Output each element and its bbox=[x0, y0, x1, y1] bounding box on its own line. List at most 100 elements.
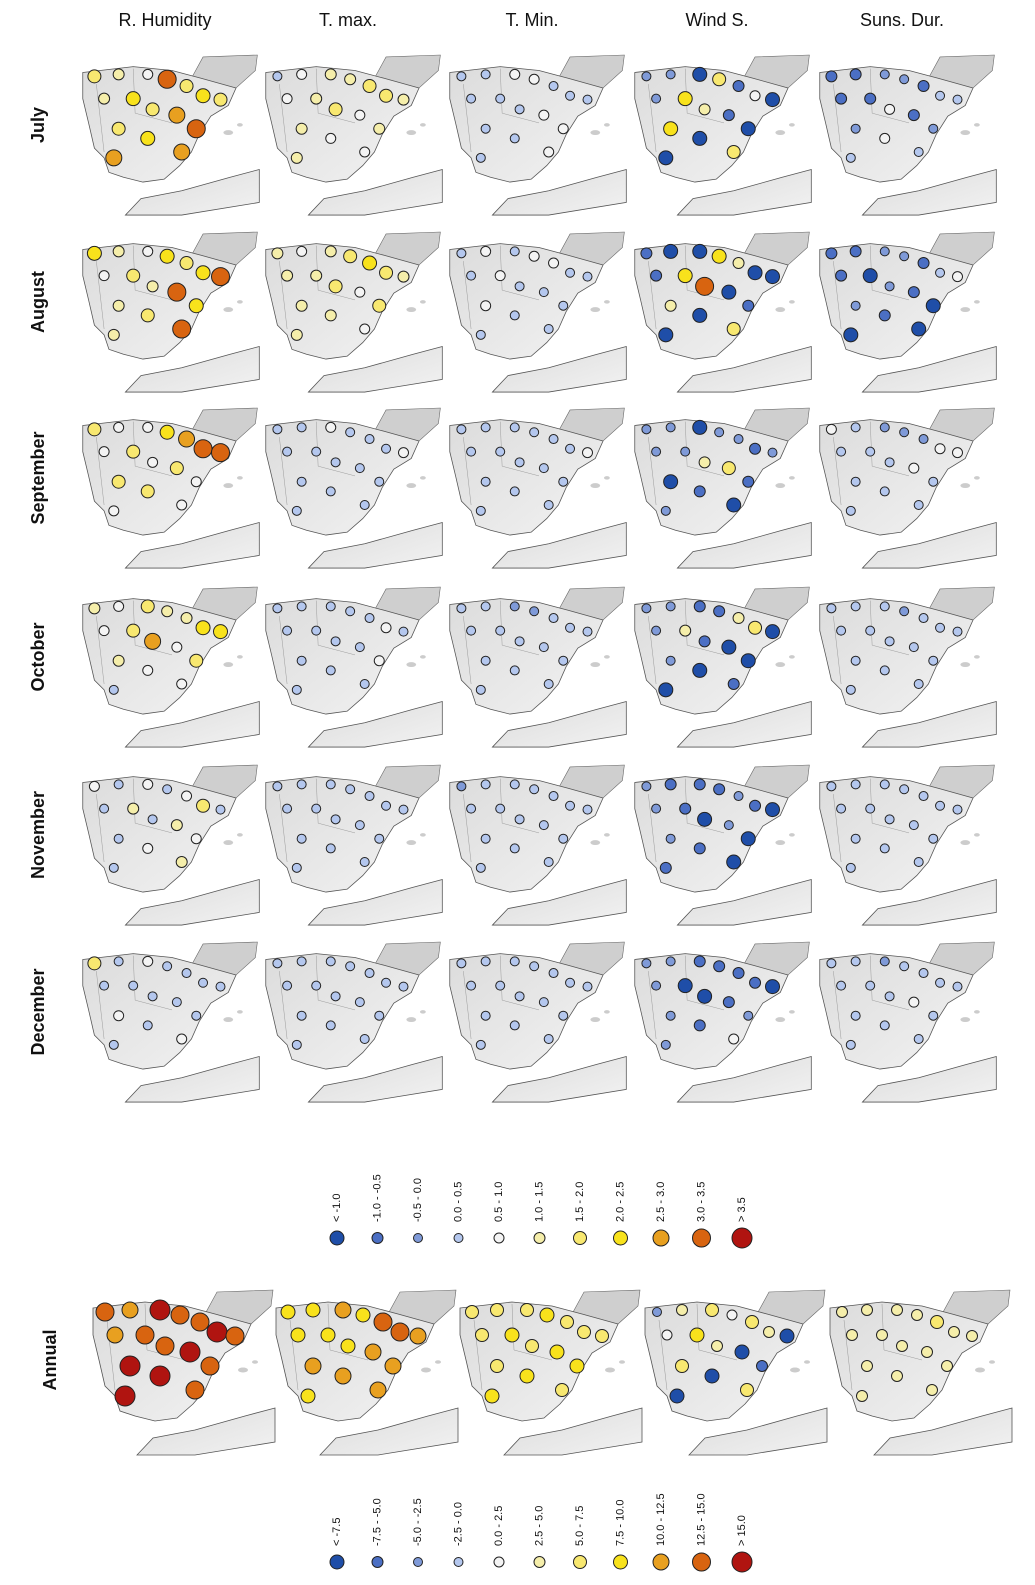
station bbox=[750, 977, 761, 988]
legend-label: -1.0 - -0.5 bbox=[371, 1174, 383, 1222]
station bbox=[699, 636, 710, 647]
legend-swatch bbox=[534, 1233, 545, 1244]
station bbox=[296, 123, 307, 134]
station bbox=[880, 133, 890, 143]
station bbox=[836, 93, 847, 104]
station bbox=[566, 623, 575, 632]
station bbox=[967, 1331, 978, 1342]
station bbox=[272, 248, 283, 259]
station bbox=[651, 270, 662, 281]
map-panel bbox=[83, 232, 260, 392]
map-panel bbox=[450, 55, 627, 215]
station bbox=[127, 624, 140, 637]
station bbox=[743, 476, 754, 487]
map-panel bbox=[93, 1290, 275, 1455]
station bbox=[846, 685, 855, 694]
station bbox=[885, 282, 894, 291]
station bbox=[664, 475, 678, 489]
station bbox=[666, 834, 675, 843]
station bbox=[826, 71, 837, 82]
station bbox=[88, 957, 101, 970]
station bbox=[549, 792, 558, 801]
station bbox=[846, 1040, 855, 1049]
station bbox=[530, 785, 539, 794]
station bbox=[880, 1021, 889, 1030]
station bbox=[642, 959, 651, 968]
station bbox=[714, 961, 725, 972]
station bbox=[659, 151, 673, 165]
station bbox=[326, 487, 335, 496]
station bbox=[398, 271, 409, 282]
station bbox=[283, 447, 292, 456]
station bbox=[481, 246, 491, 256]
station bbox=[544, 1035, 553, 1044]
station bbox=[666, 1011, 675, 1020]
station bbox=[365, 1344, 381, 1360]
legend-swatch bbox=[732, 1552, 752, 1572]
station bbox=[914, 1035, 923, 1044]
station bbox=[141, 309, 154, 322]
station bbox=[530, 428, 539, 437]
station bbox=[329, 280, 342, 293]
station bbox=[561, 1316, 574, 1329]
legend-swatch bbox=[372, 1233, 383, 1244]
station bbox=[530, 607, 539, 616]
station bbox=[919, 614, 928, 623]
station bbox=[207, 1322, 227, 1342]
station bbox=[114, 601, 124, 611]
station bbox=[467, 981, 476, 990]
station bbox=[481, 477, 490, 486]
station bbox=[570, 1359, 584, 1373]
station bbox=[549, 969, 558, 978]
station bbox=[539, 643, 548, 652]
station bbox=[515, 815, 524, 824]
station bbox=[836, 270, 847, 281]
station bbox=[172, 642, 182, 652]
station bbox=[544, 501, 553, 510]
station bbox=[194, 440, 212, 458]
legend-label: 5.0 - 7.5 bbox=[574, 1506, 586, 1546]
station bbox=[844, 328, 858, 342]
station bbox=[374, 123, 385, 134]
station bbox=[583, 982, 592, 991]
station bbox=[642, 72, 651, 81]
station bbox=[107, 1327, 123, 1343]
station bbox=[705, 1369, 719, 1383]
station bbox=[109, 863, 118, 872]
station bbox=[496, 804, 505, 813]
station bbox=[678, 92, 692, 106]
station bbox=[491, 1360, 504, 1373]
station bbox=[311, 270, 322, 281]
station bbox=[927, 1385, 938, 1396]
legend-label: 2.5 - 3.0 bbox=[655, 1182, 667, 1222]
station bbox=[191, 1313, 209, 1331]
station bbox=[312, 981, 321, 990]
station bbox=[929, 477, 938, 486]
column-header: R. Humidity bbox=[118, 10, 211, 30]
map-panel bbox=[266, 55, 443, 215]
station bbox=[566, 268, 575, 277]
map-panel bbox=[266, 765, 443, 925]
station bbox=[335, 1368, 351, 1384]
station bbox=[398, 94, 409, 105]
station bbox=[189, 299, 203, 313]
station bbox=[141, 600, 154, 613]
station bbox=[496, 447, 505, 456]
station bbox=[114, 422, 124, 432]
station bbox=[949, 1327, 960, 1338]
station bbox=[122, 1302, 138, 1318]
station bbox=[539, 464, 548, 473]
station bbox=[837, 1307, 848, 1318]
station bbox=[163, 785, 172, 794]
station bbox=[520, 1369, 534, 1383]
station bbox=[953, 805, 962, 814]
station bbox=[346, 785, 355, 794]
station bbox=[99, 447, 109, 457]
station bbox=[382, 444, 391, 453]
station bbox=[346, 962, 355, 971]
station bbox=[346, 607, 355, 616]
station bbox=[505, 1328, 519, 1342]
station bbox=[862, 1361, 873, 1372]
station bbox=[89, 781, 99, 791]
station bbox=[399, 627, 408, 636]
